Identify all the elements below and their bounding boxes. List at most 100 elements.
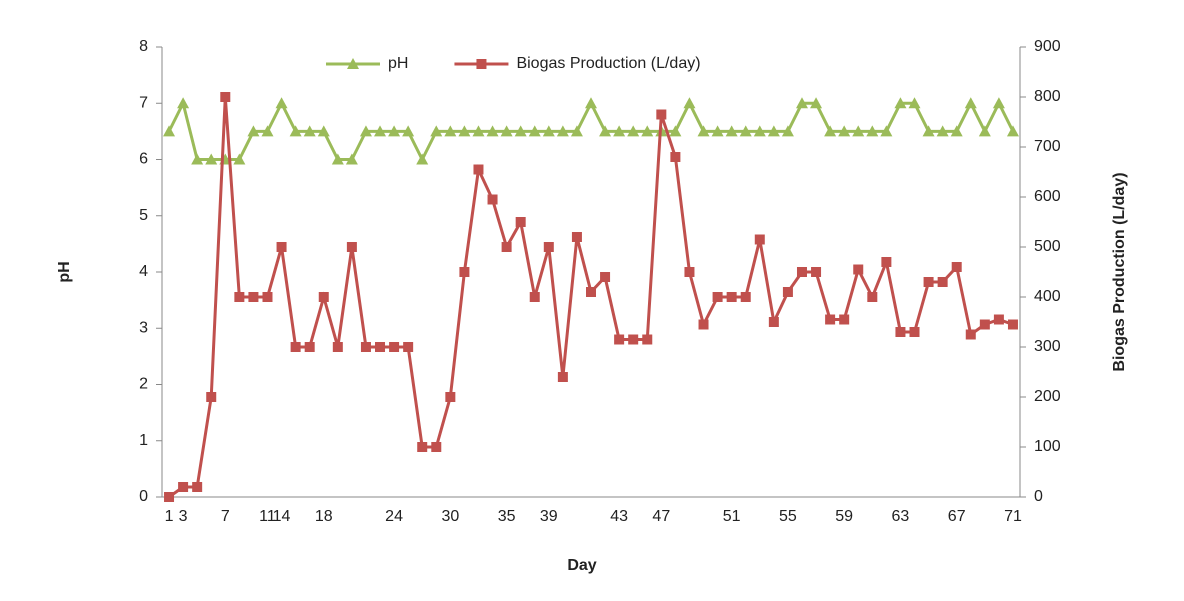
marker (978, 125, 991, 137)
marker (613, 125, 626, 137)
marker (1006, 125, 1019, 137)
marker (600, 272, 611, 282)
marker (880, 125, 893, 137)
marker (476, 59, 487, 69)
marker (1007, 319, 1018, 330)
marker (528, 125, 541, 137)
x-tick-label: 35 (498, 508, 516, 525)
marker (951, 262, 962, 272)
x-tick-label: 63 (892, 508, 910, 525)
marker (684, 267, 695, 277)
x-tick-label: 7 (221, 508, 230, 525)
y2-tick-label: 200 (1034, 388, 1061, 405)
marker (768, 317, 779, 327)
y-tick-label: 5 (139, 207, 148, 224)
marker (993, 314, 1004, 325)
marker (726, 292, 737, 302)
marker (501, 242, 512, 252)
marker (585, 97, 597, 109)
marker (922, 125, 935, 137)
marker (247, 125, 260, 137)
x-tick-label: 30 (441, 508, 459, 525)
marker (164, 492, 175, 502)
marker (964, 97, 977, 109)
marker (767, 125, 780, 137)
marker (317, 125, 330, 137)
marker (431, 442, 442, 452)
marker (614, 334, 625, 345)
x-tick-label: 14 (273, 508, 291, 525)
marker (824, 125, 837, 137)
marker (992, 97, 1005, 109)
marker (234, 292, 245, 302)
marker (473, 164, 484, 175)
marker (641, 125, 654, 137)
x-tick-label: 59 (835, 508, 853, 525)
marker (248, 292, 259, 302)
x-tick-label: 11 (259, 508, 276, 525)
marker (669, 125, 682, 137)
marker (191, 153, 204, 165)
y-tick-label: 8 (139, 38, 148, 55)
y-tick-label: 3 (139, 319, 148, 336)
marker (290, 342, 301, 352)
x-tick-label: 71 (1004, 508, 1022, 525)
marker (163, 125, 176, 137)
marker (262, 292, 273, 302)
y-axis-title: pH (56, 261, 73, 282)
x-tick-label: 47 (652, 508, 670, 525)
marker (459, 267, 470, 277)
x-tick-label: 43 (610, 508, 628, 525)
x-tick-label: 24 (385, 508, 403, 525)
y2-tick-label: 700 (1034, 138, 1061, 155)
marker (417, 442, 428, 452)
marker (867, 292, 878, 302)
marker (347, 58, 359, 69)
x-tick-label: 67 (948, 508, 966, 525)
marker (515, 217, 526, 227)
marker (670, 152, 681, 162)
marker (374, 125, 387, 137)
marker (936, 125, 949, 137)
marker (740, 292, 751, 302)
marker (753, 125, 766, 137)
x-tick-label: 39 (540, 508, 558, 525)
marker (965, 329, 976, 340)
marker (445, 392, 456, 402)
marker (811, 267, 822, 277)
marker (345, 153, 358, 165)
marker (416, 153, 429, 165)
marker (388, 125, 401, 137)
y-tick-label: 1 (139, 432, 148, 449)
marker (389, 342, 400, 352)
marker (402, 125, 415, 137)
marker (514, 125, 527, 137)
marker (331, 153, 344, 165)
marker (782, 287, 793, 297)
marker (500, 125, 513, 137)
marker (304, 342, 315, 352)
marker (599, 125, 612, 137)
marker (656, 109, 667, 120)
y-tick-label: 2 (139, 376, 148, 393)
marker (233, 153, 246, 165)
y-tick-label: 7 (139, 94, 148, 111)
marker (683, 97, 696, 109)
marker (698, 319, 709, 330)
marker (852, 125, 865, 137)
marker (838, 125, 851, 137)
marker (627, 125, 640, 137)
x-tick-label: 55 (779, 508, 797, 525)
marker (697, 125, 710, 137)
marker (571, 232, 582, 242)
marker (206, 392, 217, 402)
marker (430, 125, 443, 137)
marker (795, 97, 808, 109)
marker (375, 342, 386, 352)
marker (825, 314, 836, 325)
marker (909, 327, 920, 337)
marker (261, 125, 274, 137)
y2-tick-label: 400 (1034, 288, 1061, 305)
x-tick-label: 51 (723, 508, 741, 525)
y2-tick-label: 100 (1034, 438, 1061, 455)
